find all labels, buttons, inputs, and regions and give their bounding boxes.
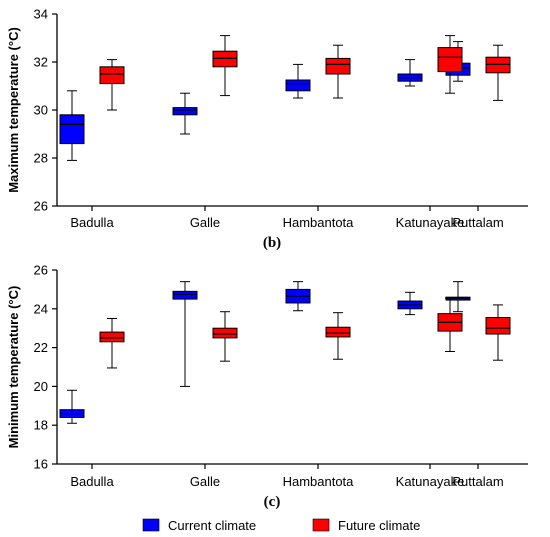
interquartile-box — [59, 114, 85, 145]
legend: Current climate Future climate — [142, 518, 420, 533]
interquartile-box — [212, 327, 238, 339]
box-hambantota-future — [325, 312, 351, 360]
max-y-axis-ticks: 26 28 30 32 34 — [34, 7, 57, 214]
legend-swatch-current — [142, 518, 160, 532]
interquartile-box — [437, 47, 463, 73]
series-future-climate — [99, 35, 511, 111]
min-temperature-panel: 16 18 20 22 24 26 Badulla Galle Hambantota Katun… — [6, 263, 528, 510]
max-box-series — [59, 35, 511, 161]
box-hambantota-current — [285, 63, 311, 99]
panel-label-b: (b) — [263, 235, 281, 251]
x-tick-label: Katunayake — [396, 215, 465, 230]
y-tick-label: 26 — [34, 199, 48, 214]
y-tick-label: 22 — [34, 340, 48, 355]
y-tick-label: 30 — [34, 103, 48, 118]
y-tick-label: 24 — [34, 301, 48, 316]
legend-swatch-future — [312, 518, 330, 532]
interquartile-box — [325, 326, 351, 338]
box-galle-current — [172, 281, 198, 387]
min-box-series — [59, 281, 511, 424]
x-tick-label: Hambantota — [283, 474, 355, 489]
panel-label-c: (c) — [264, 494, 281, 510]
box-badulla-future — [99, 318, 125, 369]
interquartile-box — [172, 107, 198, 116]
interquartile-box — [285, 79, 311, 92]
interquartile-box — [99, 331, 125, 343]
x-tick-label: Galle — [190, 474, 220, 489]
box-hambantota-future — [325, 44, 351, 99]
box-hambantota-current — [285, 281, 311, 312]
x-tick-label: Katunayake — [396, 474, 465, 489]
min-y-axis-ticks: 16 18 20 22 24 26 — [34, 263, 57, 472]
y-tick-label: 32 — [34, 55, 48, 70]
box-galle-future — [212, 311, 238, 362]
x-tick-label: Puttalam — [452, 474, 503, 489]
y-tick-label: 28 — [34, 151, 48, 166]
box-katunayake-future — [437, 35, 463, 94]
y-tick-label: 20 — [34, 379, 48, 394]
box-katunayake-current — [397, 59, 423, 87]
box-puttalam-future — [485, 304, 511, 361]
max-temperature-panel: 26 28 30 32 34 Badulla Galle Hambantota Katunay… — [6, 7, 528, 251]
box-galle-future — [212, 35, 238, 97]
x-tick-label: Badulla — [70, 215, 114, 230]
box-puttalam-future — [485, 44, 511, 101]
box-katunayake-future — [437, 297, 463, 352]
series-future-climate — [99, 297, 511, 369]
min-y-axis-title: Minimum temperature (°C) — [6, 286, 21, 449]
interquartile-box — [172, 290, 198, 300]
box-badulla-current — [59, 90, 85, 161]
x-tick-label: Hambantota — [283, 215, 355, 230]
box-badulla-future — [99, 59, 125, 111]
box-katunayake-current — [397, 291, 423, 316]
y-tick-label: 16 — [34, 457, 48, 472]
x-tick-label: Galle — [190, 215, 220, 230]
x-tick-label: Badulla — [70, 474, 114, 489]
interquartile-box — [485, 317, 511, 335]
interquartile-box — [99, 66, 125, 85]
series-current-climate — [59, 281, 471, 424]
box-galle-current — [172, 92, 198, 135]
y-tick-label: 26 — [34, 263, 48, 278]
max-y-axis-title: Maximum temperature (°C) — [6, 27, 21, 193]
y-tick-label: 18 — [34, 418, 48, 433]
series-current-climate — [59, 41, 471, 161]
legend-label-current: Current climate — [168, 518, 256, 533]
interquartile-box — [325, 57, 351, 75]
legend-label-future: Future climate — [338, 518, 420, 533]
x-tick-label: Puttalam — [452, 215, 503, 230]
y-tick-label: 34 — [34, 7, 48, 22]
box-badulla-current — [59, 389, 85, 424]
